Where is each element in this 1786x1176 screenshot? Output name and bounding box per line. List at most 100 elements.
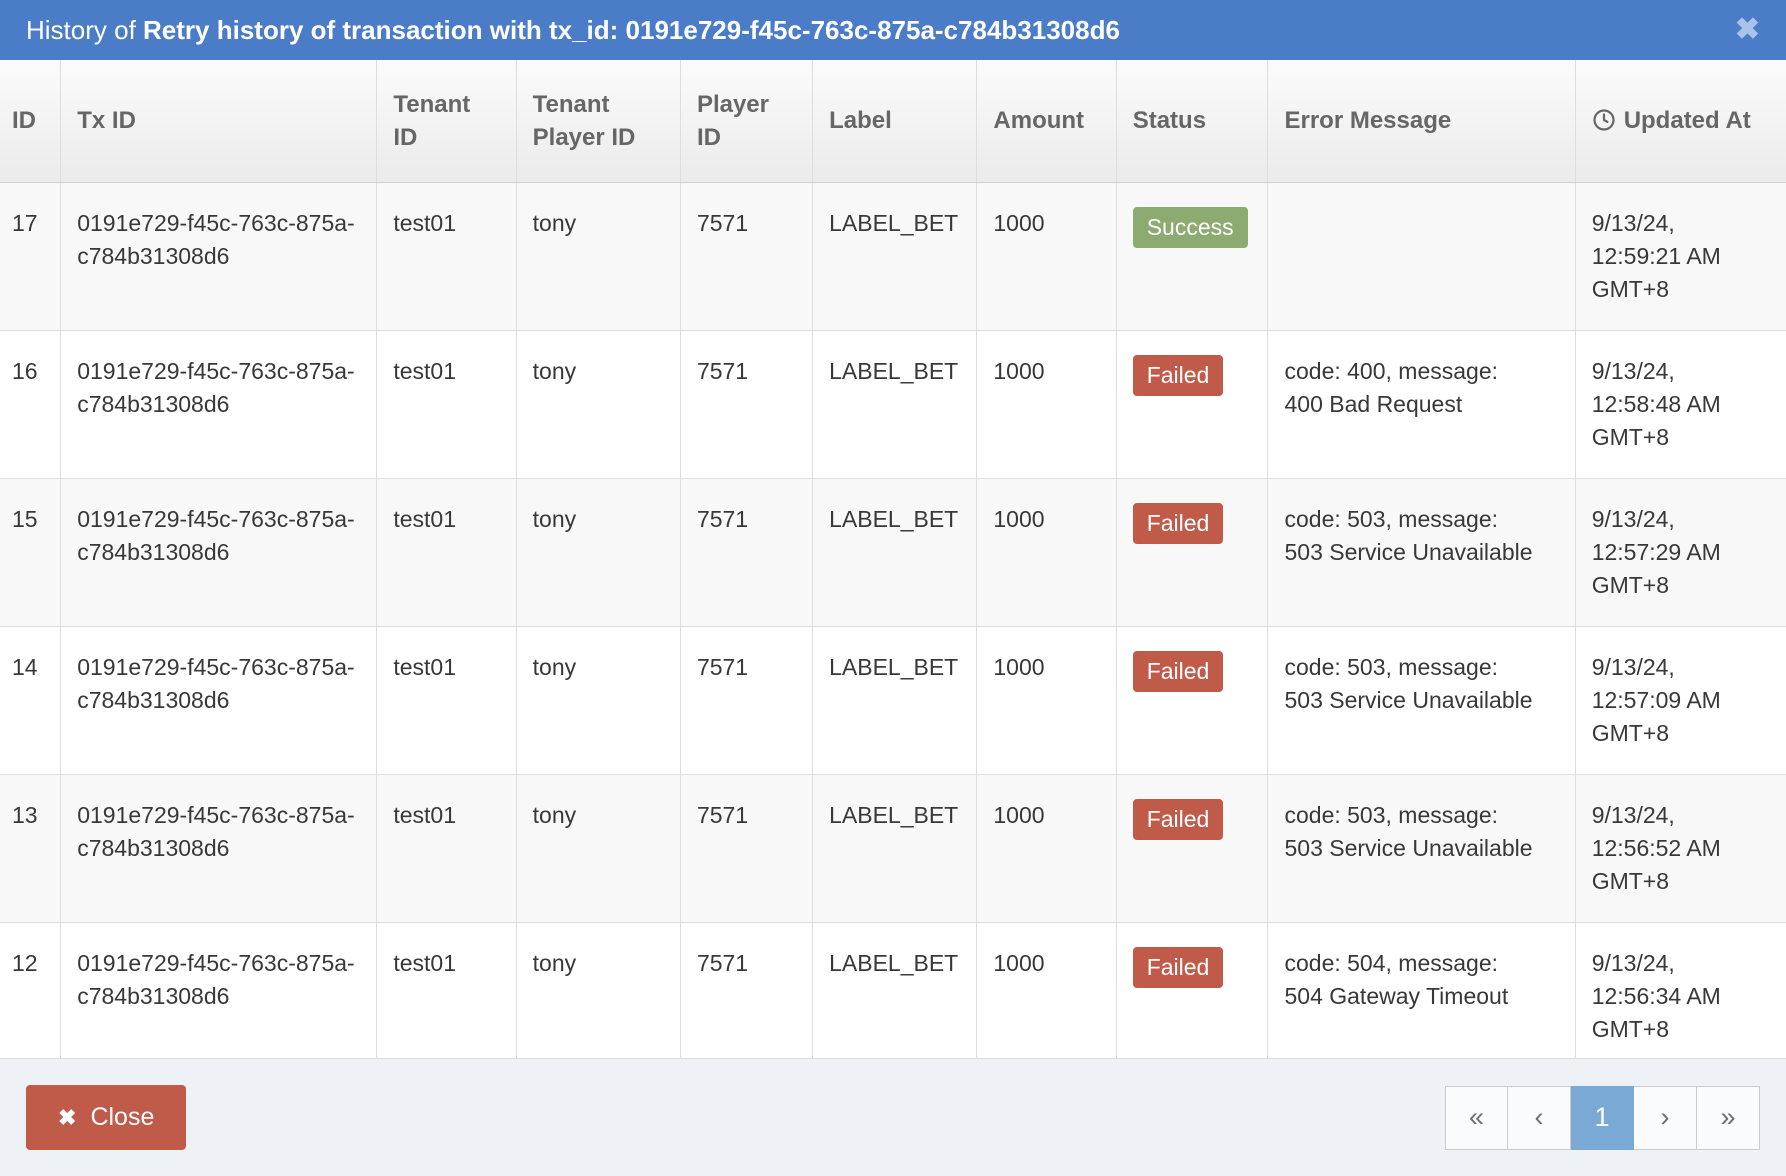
table-row: 13 0191e729-f45c-763c-875a-c784b31308d6 te…: [0, 773, 1786, 922]
modal-footer: ✖ Close «‹ 1 ›»: [0, 1058, 1786, 1176]
next-page-button[interactable]: ›: [1634, 1085, 1697, 1150]
cell-id: 15: [0, 477, 61, 626]
column-header-tenant-player-id: Tenant Player ID: [515, 60, 681, 183]
pagination: «‹ 1 ›»: [1445, 1085, 1760, 1150]
cell-tx-id: 0191e729-f45c-763c-875a-c784b31308d6: [60, 773, 377, 922]
column-header-player-id: Player ID: [679, 60, 813, 183]
status-badge: Success: [1132, 206, 1248, 248]
cell-amount: 1000: [976, 921, 1117, 1058]
cell-error-message: code: 400, message: 400 Bad Request: [1267, 329, 1576, 478]
cell-error-message: [1267, 181, 1576, 330]
close-button-label: Close: [90, 1103, 155, 1131]
column-header-updated-at: Updated At: [1574, 60, 1786, 183]
cell-label: LABEL_BET: [812, 625, 977, 774]
cell-id: 16: [0, 329, 61, 478]
cell-player-id: 7571: [679, 181, 813, 330]
close-button[interactable]: ✖ Close: [26, 1085, 187, 1150]
table-row: 12 0191e729-f45c-763c-875a-c784b31308d6 te…: [0, 921, 1786, 1058]
cell-updated-at: 9/13/24, 12:59:21 AM GMT+8: [1574, 181, 1786, 330]
cell-player-id: 7571: [679, 477, 813, 626]
table-row: 14 0191e729-f45c-763c-875a-c784b31308d6 te…: [0, 625, 1786, 774]
cell-player-id: 7571: [679, 921, 813, 1058]
page-1-button[interactable]: 1: [1571, 1085, 1634, 1150]
cell-id: 13: [0, 773, 61, 922]
column-header-id: ID: [0, 60, 61, 183]
cell-tenant-player-id: tony: [515, 773, 681, 922]
status-badge: Failed: [1132, 650, 1224, 692]
status-badge: Failed: [1132, 502, 1224, 544]
table-header-row: ID Tx ID Tenant ID Tenant Player ID Player I…: [0, 60, 1786, 183]
cell-tenant-player-id: tony: [515, 477, 681, 626]
cell-tx-id: 0191e729-f45c-763c-875a-c784b31308d6: [60, 181, 377, 330]
cell-tenant-player-id: tony: [515, 329, 681, 478]
cell-status: Failed: [1115, 329, 1268, 478]
cell-status: Success: [1115, 181, 1268, 330]
last-page-button[interactable]: »: [1697, 1085, 1760, 1150]
cell-tx-id: 0191e729-f45c-763c-875a-c784b31308d6: [60, 329, 377, 478]
status-badge: Failed: [1132, 354, 1224, 396]
table-row: 15 0191e729-f45c-763c-875a-c784b31308d6 te…: [0, 477, 1786, 626]
first-page-button[interactable]: «: [1445, 1085, 1508, 1150]
cell-tenant-player-id: tony: [515, 181, 681, 330]
cell-tenant-id: test01: [376, 329, 517, 478]
cell-label: LABEL_BET: [812, 329, 977, 478]
modal-title-prefix: History of: [26, 14, 144, 45]
column-header-amount: Amount: [976, 60, 1117, 183]
status-badge: Failed: [1132, 946, 1224, 988]
cell-amount: 1000: [976, 329, 1117, 478]
column-header-label: Label: [812, 60, 977, 183]
cell-updated-at: 9/13/24, 12:56:34 AM GMT+8: [1574, 921, 1786, 1058]
cell-label: LABEL_BET: [812, 477, 977, 626]
clock-icon: [1593, 109, 1615, 131]
retry-history-table-container: ID Tx ID Tenant ID Tenant Player ID Player I…: [0, 60, 1786, 1058]
cell-tenant-id: test01: [376, 773, 517, 922]
cell-tenant-id: test01: [376, 181, 517, 330]
cell-updated-at: 9/13/24, 12:57:29 AM GMT+8: [1574, 477, 1786, 626]
status-badge: Failed: [1132, 798, 1224, 840]
table-row: 17 0191e729-f45c-763c-875a-c784b31308d6 te…: [0, 181, 1786, 330]
table-row: 16 0191e729-f45c-763c-875a-c784b31308d6 te…: [0, 329, 1786, 478]
column-header-tenant-id: Tenant ID: [376, 60, 517, 183]
cell-tenant-player-id: tony: [515, 625, 681, 774]
cell-label: LABEL_BET: [812, 773, 977, 922]
cell-amount: 1000: [976, 477, 1117, 626]
cell-tenant-id: test01: [376, 625, 517, 774]
cell-updated-at: 9/13/24, 12:58:48 AM GMT+8: [1574, 329, 1786, 478]
cell-updated-at: 9/13/24, 12:57:09 AM GMT+8: [1574, 625, 1786, 774]
cell-status: Failed: [1115, 477, 1268, 626]
modal-title: Retry history of transaction with tx_id:…: [143, 14, 1120, 45]
cell-id: 17: [0, 181, 61, 330]
cell-error-message: code: 503, message: 503 Service Unavaila…: [1267, 477, 1576, 626]
prev-page-button[interactable]: ‹: [1508, 1085, 1571, 1150]
cell-status: Failed: [1115, 773, 1268, 922]
cell-player-id: 7571: [679, 329, 813, 478]
cell-id: 14: [0, 625, 61, 774]
cell-tenant-player-id: tony: [515, 921, 681, 1058]
cell-amount: 1000: [976, 181, 1117, 330]
cell-label: LABEL_BET: [812, 921, 977, 1058]
cell-tenant-id: test01: [376, 477, 517, 626]
cell-error-message: code: 503, message: 503 Service Unavaila…: [1267, 625, 1576, 774]
cell-id: 12: [0, 921, 61, 1058]
cell-amount: 1000: [976, 773, 1117, 922]
cell-tx-id: 0191e729-f45c-763c-875a-c784b31308d6: [60, 625, 377, 774]
cell-amount: 1000: [976, 625, 1117, 774]
cell-status: Failed: [1115, 921, 1268, 1058]
cell-tenant-id: test01: [376, 921, 517, 1058]
column-header-error-message: Error Message: [1267, 60, 1576, 183]
cell-tx-id: 0191e729-f45c-763c-875a-c784b31308d6: [60, 477, 377, 626]
cell-tx-id: 0191e729-f45c-763c-875a-c784b31308d6: [60, 921, 377, 1058]
cell-player-id: 7571: [679, 773, 813, 922]
close-icon[interactable]: ✖: [1734, 13, 1760, 46]
close-button-x-icon: ✖: [58, 1104, 77, 1130]
cell-status: Failed: [1115, 625, 1268, 774]
column-header-tx-id: Tx ID: [60, 60, 377, 183]
modal-titlebar: History of Retry history of transaction …: [0, 0, 1786, 60]
cell-label: LABEL_BET: [812, 181, 977, 330]
cell-updated-at: 9/13/24, 12:56:52 AM GMT+8: [1574, 773, 1786, 922]
cell-player-id: 7571: [679, 625, 813, 774]
cell-error-message: code: 503, message: 503 Service Unavaila…: [1267, 773, 1576, 922]
retry-history-table: ID Tx ID Tenant ID Tenant Player ID Player I…: [0, 60, 1786, 1058]
column-header-status: Status: [1115, 60, 1268, 183]
